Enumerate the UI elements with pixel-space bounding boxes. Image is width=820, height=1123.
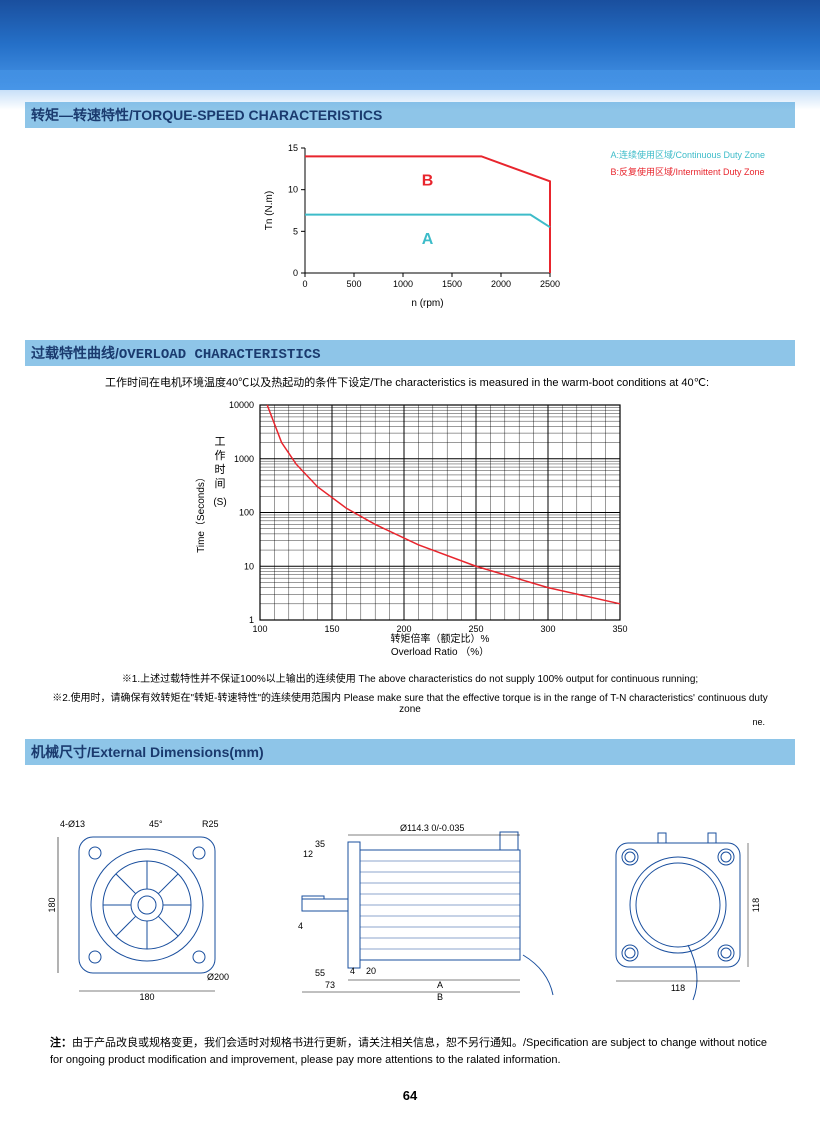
- svg-text:Overload Ratio （%）: Overload Ratio （%）: [391, 646, 489, 658]
- overload-chart-container: 100 150 200 250 300 350 1 10 100 1000 10000 转矩倍率（额定…: [25, 400, 795, 660]
- svg-text:4-Ø13: 4-Ø13: [60, 819, 85, 829]
- svg-text:1: 1: [249, 615, 254, 625]
- svg-text:250: 250: [468, 624, 483, 634]
- legend-a: A:连续使用区域/Continuous Duty Zone: [610, 148, 765, 161]
- page-number: 64: [25, 1088, 795, 1103]
- overload-intro: 工作时间在电机环境温度40℃以及热起动的条件下设定/The characteri…: [105, 374, 785, 390]
- section-title-cn: 过载特性曲线/: [31, 345, 119, 361]
- svg-text:R25: R25: [202, 819, 219, 829]
- svg-text:B: B: [437, 992, 443, 1002]
- torque-legend: A:连续使用区域/Continuous Duty Zone B:反复使用区域/I…: [610, 148, 765, 178]
- small-ne: ne.: [25, 717, 795, 727]
- svg-text:10: 10: [288, 185, 298, 195]
- note-text: 由于产品改良或规格变更，我们会适时对规格书进行更新，请关注相关信息，恕不另行通知…: [50, 1037, 767, 1066]
- torque-speed-chart: 0 500 1000 1500 2000 2500 0 5 10 15 A Bn (rpm) Tn (N…: [260, 138, 560, 328]
- svg-text:n (rpm): n (rpm): [411, 298, 443, 309]
- svg-text:180: 180: [139, 992, 154, 1002]
- svg-text:150: 150: [324, 624, 339, 634]
- svg-text:间: 间: [215, 477, 226, 490]
- svg-text:500: 500: [346, 279, 361, 289]
- overload-footnote-2: ※2.使用时，请确保有效转矩在"转矩-转速特性"的连续使用范围内 Please …: [45, 689, 775, 715]
- svg-text:100: 100: [252, 624, 267, 634]
- svg-text:工: 工: [215, 436, 226, 448]
- dimension-side-view: Ø114.3 0/-0.035 3512 4 5573 4 20 AB: [275, 805, 555, 1005]
- svg-text:转矩倍率（额定比）%: 转矩倍率（额定比）%: [391, 632, 490, 645]
- svg-text:5: 5: [293, 226, 298, 236]
- torque-speed-chart-container: 0 500 1000 1500 2000 2500 0 5 10 15 A Bn (rpm) Tn (N…: [25, 138, 795, 328]
- section-title-cn: 机械尺寸/: [31, 744, 91, 760]
- svg-text:(S): (S): [213, 497, 226, 508]
- section-title-en: OVERLOAD CHARACTERISTICS: [119, 347, 321, 363]
- svg-text:10000: 10000: [229, 400, 254, 410]
- svg-text:73: 73: [325, 980, 335, 990]
- svg-text:118: 118: [671, 983, 685, 993]
- svg-text:200: 200: [396, 624, 411, 634]
- section-title-en: External Dimensions(mm): [91, 744, 264, 760]
- svg-text:Time（Seconds）: Time（Seconds）: [195, 472, 207, 553]
- section-overload-header: 过载特性曲线/OVERLOAD CHARACTERISTICS: [25, 340, 795, 366]
- svg-text:100: 100: [239, 508, 254, 518]
- svg-text:300: 300: [540, 624, 555, 634]
- svg-text:B: B: [422, 173, 434, 190]
- svg-text:Ø200: Ø200: [207, 972, 229, 982]
- svg-text:0: 0: [302, 279, 307, 289]
- svg-text:15: 15: [288, 143, 298, 153]
- note-prefix: 注：: [50, 1037, 72, 1049]
- svg-text:4: 4: [298, 921, 303, 931]
- svg-text:A: A: [422, 231, 434, 248]
- svg-text:180: 180: [47, 897, 57, 912]
- overload-footnote-1: ※1.上述过载特性并不保证100%以上输出的连续使用 The above cha…: [45, 670, 775, 685]
- svg-text:2000: 2000: [491, 279, 511, 289]
- svg-text:4: 4: [350, 966, 355, 976]
- svg-text:55: 55: [315, 968, 325, 978]
- svg-text:Ø114.3 0/-0.035: Ø114.3 0/-0.035: [400, 823, 464, 833]
- svg-text:35: 35: [315, 839, 325, 849]
- legend-b: B:反复使用区域/Intermittent Duty Zone: [610, 165, 765, 178]
- svg-text:2500: 2500: [540, 279, 560, 289]
- svg-text:20: 20: [366, 966, 376, 976]
- svg-text:350: 350: [612, 624, 627, 634]
- overload-chart: 100 150 200 250 300 350 1 10 100 1000 10000 转矩倍率（额定…: [190, 400, 630, 660]
- svg-text:12: 12: [303, 849, 313, 859]
- dimensions-drawings: 4-Ø1345°R25180180Ø200 Ø114.3 0/-0.035351…: [25, 805, 795, 1005]
- svg-text:118: 118: [751, 898, 761, 912]
- dimension-front-view: 4-Ø13 45° R25 180 180 Ø200: [42, 805, 242, 1005]
- header-banner: [0, 0, 820, 90]
- svg-text:时: 时: [215, 463, 226, 476]
- section-dimensions-header: 机械尺寸/External Dimensions(mm): [25, 739, 795, 765]
- svg-text:0: 0: [293, 268, 298, 278]
- svg-text:45°: 45°: [149, 819, 163, 829]
- svg-text:10: 10: [244, 561, 254, 571]
- svg-text:Tn (N.m): Tn (N.m): [264, 191, 275, 230]
- svg-text:1500: 1500: [442, 279, 462, 289]
- svg-text:1000: 1000: [393, 279, 413, 289]
- svg-text:作: 作: [215, 449, 226, 462]
- specification-note: 注：由于产品改良或规格变更，我们会适时对规格书进行更新，请关注相关信息，恕不另行…: [50, 1035, 770, 1068]
- svg-text:A: A: [437, 980, 443, 990]
- svg-text:1000: 1000: [234, 454, 254, 464]
- dimension-rear-view: 118 118: [588, 805, 778, 1005]
